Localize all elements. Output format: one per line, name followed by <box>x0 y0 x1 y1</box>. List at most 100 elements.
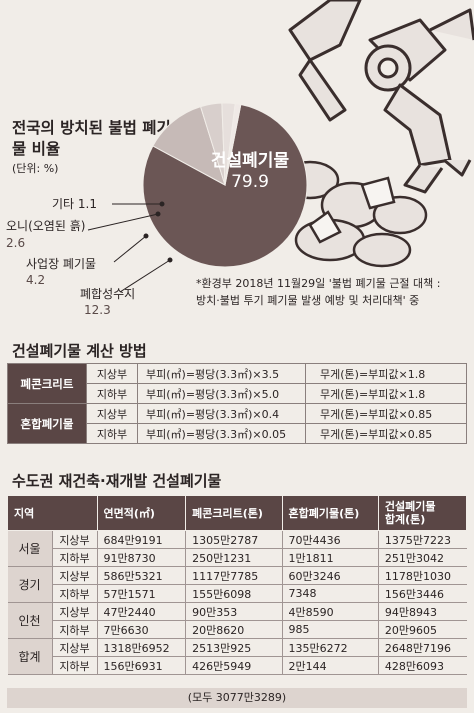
mixed-cell: 4만8590 <box>281 602 379 621</box>
total-cell: 1178만1030 <box>377 566 467 585</box>
calc-volume-formula: 부피(㎥)=평당(3.3㎡)×3.5 <box>137 363 306 384</box>
area-cell: 684만9191 <box>96 530 186 549</box>
pie-label-sludge: 오니(오염된 흙) <box>6 219 86 233</box>
calc-row: 폐콘크리트 지상부 부피(㎥)=평당(3.3㎡)×3.5 무게(톤)=부피값×1… <box>7 363 467 404</box>
header-area: 연면적(㎡) <box>96 495 187 531</box>
pie-value-plastic: 12.3 <box>84 303 111 317</box>
pie-label-plastic: 폐합성수지 <box>80 287 136 301</box>
area-cell: 156만6931 <box>96 656 186 675</box>
calc-row: 지하부 부피(㎥)=평당(3.3㎡)×0.05 무게(톤)=부피값×0.85 <box>8 423 467 444</box>
calc-weight-formula: 무게(톤)=부피값×0.85 <box>305 423 467 444</box>
pie-label-construction: 건설폐기물 <box>210 151 290 171</box>
calc-volume-formula: 부피(㎥)=평당(3.3㎡)×0.4 <box>137 403 306 424</box>
header-mixed: 혼합폐기물(톤) <box>281 495 379 531</box>
pie-slice-4 <box>224 103 242 186</box>
area-cell: 7만6630 <box>96 620 186 639</box>
table-row: 경기 지상부 586만5321 1117만7785 60만3246 1178만1030 <box>7 566 467 603</box>
mixed-cell: 135만6272 <box>281 638 379 657</box>
pie-slice-0 <box>142 103 308 268</box>
table-row: 합계 지상부 1318만6952 2513만925 135만6272 2648만7196 <box>7 638 467 675</box>
calc-weight-formula: 무게(톤)=부피값×1.8 <box>305 363 467 384</box>
calc-section-title: 건설폐기물 계산 방법 <box>12 342 147 360</box>
pie-slice-1 <box>152 106 226 187</box>
table-header-row: 지역 연면적(㎡) 폐콘크리트(톤) 혼합폐기물(톤) 건설폐기물 합계(톤) <box>7 495 468 531</box>
region-name: 합계 <box>7 638 52 675</box>
table-row: 지하부 57만1571 155만6098 7348 156만3446 <box>8 584 467 603</box>
pie-value-sludge: 2.6 <box>6 236 26 250</box>
calc-row: 혼합폐기물 지상부 부피(㎥)=평당(3.3㎡)×0.4 무게(톤)=부피값×0… <box>7 403 467 444</box>
chart-title: 전국의 방치된 불법 폐기물 비율 <box>12 119 171 158</box>
table-row: 인천 지상부 47만2440 90만353 4만8590 94만8943 <box>7 602 467 639</box>
header-concrete: 폐콘크리트(톤) <box>185 495 283 531</box>
region-name: 서울 <box>7 530 52 567</box>
concrete-cell: 155만6098 <box>185 584 283 603</box>
mixed-cell: 60만3246 <box>281 566 379 585</box>
source-note: *환경부 2018년 11월29일 '불법 폐기물 근절 대책 : 방치·불법 … <box>196 275 472 309</box>
concrete-cell: 2513만925 <box>185 638 283 657</box>
region-section-title: 수도권 재건축·재개발 건설폐기물 <box>12 472 222 490</box>
mixed-cell: 70만4436 <box>281 530 379 549</box>
total-cell: 94만8943 <box>377 602 467 621</box>
grand-total: (모두 3077만3289) <box>7 688 467 708</box>
header-region: 지역 <box>7 495 98 531</box>
total-cell: 2648만7196 <box>377 638 467 657</box>
table-row: 지하부 7만6630 20만8620 985 20만9605 <box>8 620 467 639</box>
total-cell: 20만9605 <box>377 620 467 639</box>
region-name: 경기 <box>7 566 52 603</box>
region-name: 인천 <box>7 602 52 639</box>
chart-unit: (단위: %) <box>12 162 59 175</box>
total-cell: 1375만7223 <box>377 530 467 549</box>
concrete-cell: 250만1231 <box>185 548 283 567</box>
total-cell: 428만6093 <box>377 656 467 675</box>
concrete-cell: 1305만2787 <box>185 530 283 549</box>
region-position: 지상부 <box>51 530 97 549</box>
mixed-cell: 1만1811 <box>281 548 379 567</box>
pie-leader-lines <box>87 201 173 293</box>
calc-category: 혼합폐기물 <box>7 403 87 444</box>
area-cell: 47만2440 <box>96 602 186 621</box>
concrete-cell: 90만353 <box>185 602 283 621</box>
calc-position: 지하부 <box>86 423 138 444</box>
table-row: 지하부 156만6931 426만5949 2만144 428만6093 <box>8 656 467 675</box>
pie-chart <box>142 102 308 268</box>
table-row: 지하부 91만8730 250만1231 1만1811 251만3042 <box>8 548 467 567</box>
region-position: 지상부 <box>51 602 97 621</box>
pie-value-construction: 79.9 <box>231 172 269 192</box>
area-cell: 91만8730 <box>96 548 186 567</box>
calc-volume-formula: 부피(㎥)=평당(3.3㎡)×0.05 <box>137 423 306 444</box>
region-position: 지하부 <box>51 620 97 639</box>
calc-position: 지상부 <box>86 403 138 424</box>
area-cell: 586만5321 <box>96 566 186 585</box>
concrete-cell: 1117만7785 <box>185 566 283 585</box>
table-row: 서울 지상부 684만9191 1305만2787 70만4436 1375만7223 <box>7 530 467 567</box>
calc-weight-formula: 무게(톤)=부피값×1.8 <box>305 383 467 404</box>
total-cell: 251만3042 <box>377 548 467 567</box>
mixed-cell: 7348 <box>281 584 379 603</box>
region-position: 지하부 <box>51 656 97 675</box>
calc-weight-formula: 무게(톤)=부피값×0.85 <box>305 403 467 424</box>
mixed-cell: 2만144 <box>281 656 379 675</box>
concrete-cell: 20만8620 <box>185 620 283 639</box>
region-position: 지하부 <box>51 584 97 603</box>
calc-category: 폐콘크리트 <box>7 363 87 404</box>
area-cell: 57만1571 <box>96 584 186 603</box>
header-total: 건설폐기물 합계(톤) <box>377 495 468 531</box>
concrete-cell: 426만5949 <box>185 656 283 675</box>
calc-position: 지하부 <box>86 383 138 404</box>
region-table: 지역 연면적(㎡) 폐콘크리트(톤) 혼합폐기물(톤) 건설폐기물 합계(톤) 서… <box>7 495 468 675</box>
region-position: 지상부 <box>51 638 97 657</box>
source-note-line1: *환경부 2018년 11월29일 '불법 폐기물 근절 대책 : <box>196 277 441 290</box>
calc-volume-formula: 부피(㎥)=평당(3.3㎡)×5.0 <box>137 383 306 404</box>
region-position: 지상부 <box>51 566 97 585</box>
region-position: 지하부 <box>51 548 97 567</box>
calc-row: 지하부 부피(㎥)=평당(3.3㎡)×5.0 무게(톤)=부피값×1.8 <box>8 383 467 404</box>
pie-value-business: 4.2 <box>26 273 46 287</box>
pie-label-other: 기타 1.1 <box>52 197 98 211</box>
calc-table: 폐콘크리트 지상부 부피(㎥)=평당(3.3㎡)×3.5 무게(톤)=부피값×1… <box>7 363 467 444</box>
mixed-cell: 985 <box>281 620 379 639</box>
source-note-line2: 방치·불법 투기 폐기물 발생 예방 및 처리대책' 중 <box>196 294 420 307</box>
area-cell: 1318만6952 <box>96 638 186 657</box>
pie-label-business: 사업장 폐기물 <box>26 257 97 271</box>
calc-position: 지상부 <box>86 363 138 384</box>
total-cell: 156만3446 <box>377 584 467 603</box>
